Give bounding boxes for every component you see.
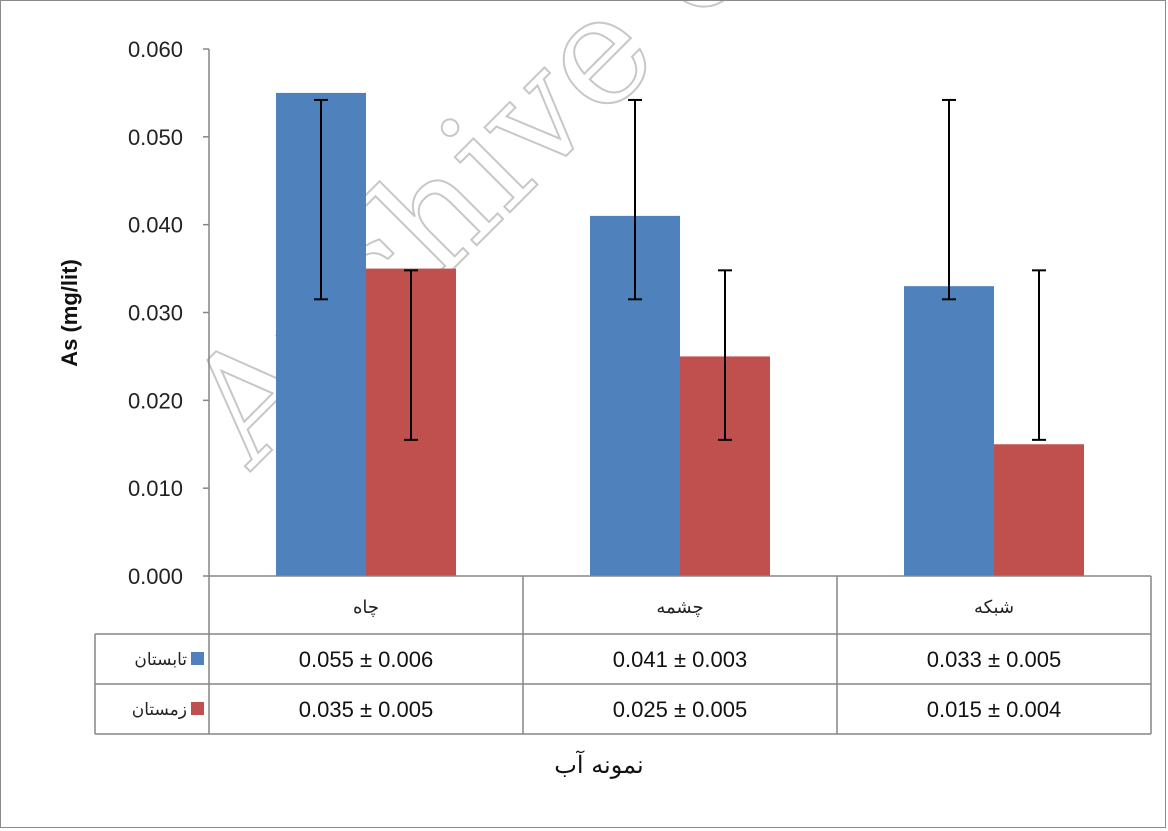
error-bars [314,98,1046,441]
table-cell: 0.025 ± 0.005 [613,697,747,722]
legend-label: زمستان [132,700,187,720]
category-label: چشمه [656,597,703,618]
x-axis-label: نمونه آب [554,750,643,779]
y-tick-label: 0.000 [128,564,183,589]
y-tick-label: 0.040 [128,213,183,238]
y-axis-label: As (mg/lit) [57,259,82,367]
y-tick-label: 0.010 [128,476,183,501]
category-label: شبکه [974,597,1014,618]
bar-summer-2 [904,286,994,576]
table-cell: 0.033 ± 0.005 [927,647,1061,672]
axes: 0.000 0.010 0.020 0.030 0.040 0.050 0.060 [128,37,210,589]
bars [276,92,1084,577]
legend-label: تابستان [134,650,187,670]
y-tick-label: 0.050 [128,125,183,150]
category-label: چاه [353,597,379,618]
table-cell: 0.041 ± 0.003 [613,647,747,672]
y-tick-label: 0.030 [128,301,183,326]
legend-swatch [191,702,204,715]
data-table: چاه چشمه شبکه تابستان 0.055 ± 0.006 0.041 ± 0… [94,575,1152,735]
y-tick-label: 0.020 [128,388,183,413]
y-tick-label: 0.060 [128,37,183,62]
table-cell: 0.035 ± 0.005 [299,697,433,722]
table-cell: 0.055 ± 0.006 [299,647,433,672]
table-cell: 0.015 ± 0.004 [927,697,1061,722]
bar-winter-2 [994,444,1084,576]
legend-swatch [191,652,204,665]
